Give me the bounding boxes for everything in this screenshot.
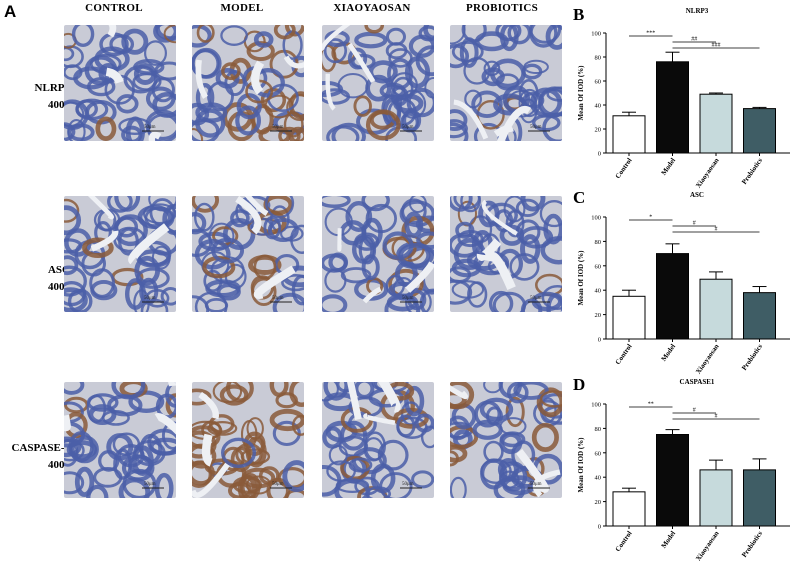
- scale-bar-label: 50μm: [272, 296, 284, 301]
- chart-b-y-label: Mean Of IOD (%): [577, 65, 585, 121]
- chart-b-significance-label: ***: [646, 31, 655, 37]
- scale-bar-label: 50μm: [530, 125, 542, 130]
- micrograph-nlrp3-model: 50μm: [192, 25, 304, 141]
- chart-c-y-tick-label: 0: [598, 337, 601, 344]
- chart-d-y-tick-label: 60: [595, 450, 602, 457]
- chart-c-y-tick-label: 20: [595, 312, 602, 319]
- chart-b-bar-model: [656, 61, 689, 154]
- chart-b-y-tick-label: 20: [595, 127, 602, 134]
- micrograph-caspase-1-xiaoyaosan: 50μm: [322, 382, 434, 498]
- chart-c-y-tick-label: 100: [591, 215, 601, 222]
- micrograph-caspase-1-model: 50μm: [192, 382, 304, 498]
- micrograph-asc-model: 50μm: [192, 196, 304, 312]
- chart-b-title: NLRP3: [686, 7, 709, 15]
- chart-d-title: CASPASE1: [680, 378, 715, 386]
- chart-d-y-tick-label: 20: [595, 499, 602, 506]
- chart-d-panel-letter: D: [573, 375, 585, 394]
- scale-bar-label: 50μm: [530, 482, 542, 487]
- chart-c-x-tick-label: Control: [614, 343, 634, 367]
- chart-b-significance-label: ##: [691, 37, 697, 43]
- chart-c-x-tick-label: Model: [660, 343, 678, 363]
- chart-c-panel-letter: C: [573, 188, 585, 207]
- column-header-probiotics: PROBIOTICS: [465, 2, 539, 14]
- scale-bar-label: 50μm: [402, 296, 414, 301]
- scale-bar-label: 50μm: [530, 296, 542, 301]
- chart-b-bar-probiotics: [743, 108, 776, 154]
- chart-b-y-tick-label: 0: [598, 151, 601, 158]
- chart-c-x-tick-label: Xiaoyaosan: [694, 342, 720, 375]
- chart-d-significance-label: #: [715, 414, 718, 420]
- panel-a-letter: A: [4, 2, 17, 21]
- chart-b-y-tick-label: 60: [595, 79, 602, 86]
- micrograph-caspase-1-control: 50μm: [64, 382, 176, 498]
- chart-c-bar-xiaoyaosan: [699, 278, 733, 340]
- chart-d-bar-control: [612, 491, 646, 527]
- chart-c-y-tick-label: 60: [595, 263, 602, 270]
- chart-c-title: ASC: [690, 191, 704, 199]
- chart-d-y-tick-label: 0: [598, 524, 601, 531]
- micrograph-asc-probiotics: 50μm: [450, 196, 562, 312]
- chart-c-significance-label: #: [693, 221, 696, 227]
- chart-c-bar-model: [656, 253, 689, 340]
- micrograph-nlrp3-control: 50μm: [64, 25, 176, 141]
- chart-d-y-tick-label: 100: [591, 402, 601, 409]
- chart-b-panel-letter: B: [573, 5, 584, 24]
- chart-b-x-tick-label: Control: [614, 157, 634, 181]
- column-header-model: MODEL: [220, 2, 264, 14]
- scale-bar-label: 50μm: [144, 296, 156, 301]
- scale-bar-label: 50μm: [144, 125, 156, 130]
- column-header-control: CONTROL: [85, 2, 143, 14]
- chart-b-x-tick-label: Model: [660, 157, 678, 177]
- chart-c-x-tick-label: Probiotics: [740, 342, 764, 372]
- scale-bar-label: 50μm: [144, 482, 156, 487]
- chart-d-significance-label: #: [693, 408, 696, 414]
- chart-b-y-tick-label: 40: [595, 103, 602, 110]
- chart-c-y-tick-label: 40: [595, 288, 602, 295]
- scale-bar-label: 50μm: [402, 125, 414, 130]
- micrograph-nlrp3-probiotics: 50μm: [450, 25, 562, 141]
- chart-c-significance-label: #: [715, 227, 718, 233]
- chart-b-y-tick-label: 100: [591, 31, 601, 38]
- chart-c-bar-probiotics: [743, 292, 776, 340]
- chart-d-significance-label: **: [648, 402, 654, 408]
- micrograph-asc-xiaoyaosan: 50μm: [322, 196, 434, 312]
- chart-b-x-tick-label: Probiotics: [740, 156, 764, 186]
- row-name: NLRP3: [34, 82, 70, 94]
- micrograph-caspase-1-probiotics: 50μm: [450, 382, 562, 498]
- chart-b-significance-label: ###: [712, 43, 721, 49]
- chart-c-y-tick-label: 80: [595, 239, 602, 246]
- micrograph-nlrp3-xiaoyaosan: 50μm: [322, 25, 434, 141]
- chart-d-bar-probiotics: [743, 469, 776, 527]
- chart-d-x-tick-label: Xiaoyaosan: [694, 529, 720, 561]
- chart-d-bar-xiaoyaosan: [699, 469, 733, 527]
- chart-c-significance-label: *: [649, 215, 652, 221]
- scale-bar-label: 50μm: [272, 125, 284, 130]
- chart-d-x-tick-label: Control: [614, 530, 634, 554]
- chart-b-bar-control: [612, 115, 646, 154]
- chart-b-x-tick-label: Xiaoyaosan: [694, 156, 720, 189]
- chart-d-y-tick-label: 80: [595, 426, 602, 433]
- chart-d-bar-model: [656, 434, 689, 527]
- micrograph-asc-control: 50μm: [64, 196, 176, 312]
- chart-d-y-tick-label: 40: [595, 475, 602, 482]
- chart-b-y-tick-label: 80: [595, 55, 602, 62]
- chart-c-y-label: Mean Of IOD (%): [577, 250, 585, 306]
- scale-bar-label: 50μm: [402, 482, 414, 487]
- chart-c-bar-control: [612, 295, 646, 340]
- chart-d-y-label: Mean Of IOD (%): [577, 437, 585, 493]
- chart-b-bar-xiaoyaosan: [699, 93, 733, 154]
- row-name: CASPASE-1: [11, 442, 70, 454]
- column-header-xiaoyaosan: XIAOYAOSAN: [333, 2, 411, 14]
- chart-d-x-tick-label: Probiotics: [740, 529, 764, 559]
- scale-bar-label: 50μm: [272, 482, 284, 487]
- chart-d-x-tick-label: Model: [660, 530, 678, 550]
